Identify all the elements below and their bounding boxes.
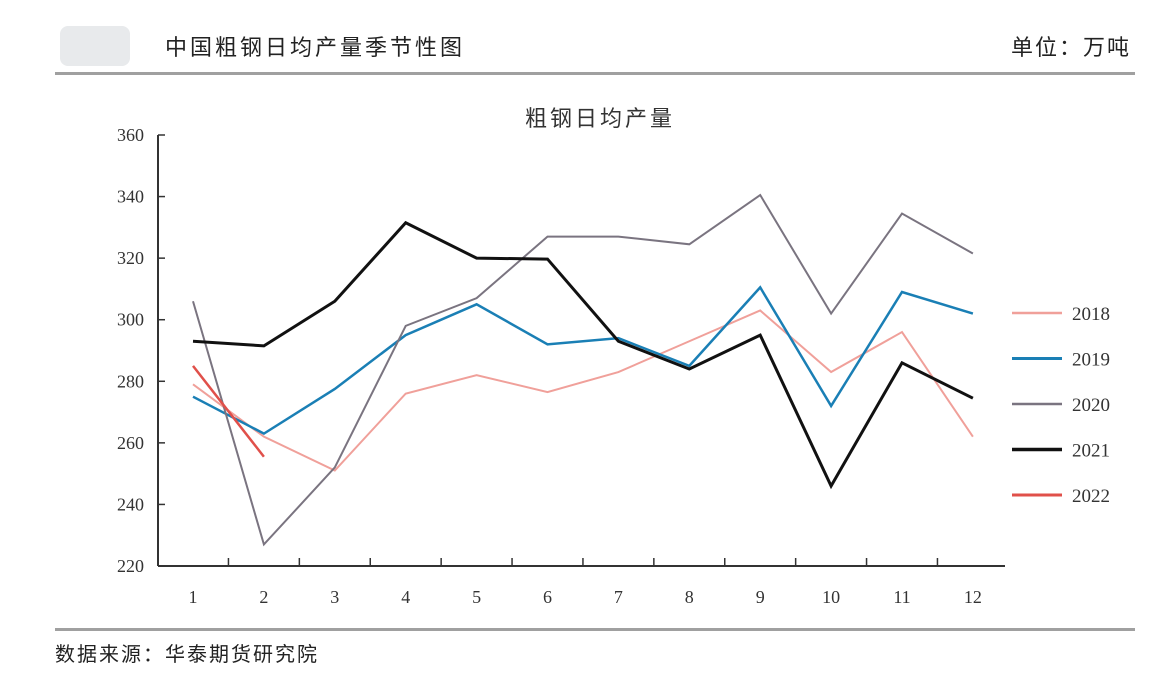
- x-tick-label: 9: [756, 587, 765, 607]
- divider: [55, 628, 1135, 631]
- y-tick-label: 240: [117, 494, 144, 514]
- series-line-2020: [192, 193, 974, 547]
- y-tick-label: 340: [117, 187, 144, 207]
- page-title: 中国粗钢日均产量季节性图: [165, 36, 466, 61]
- x-tick-label: 5: [472, 587, 481, 607]
- y-tick-label: 260: [117, 433, 144, 453]
- x-tick-label: 11: [893, 587, 910, 607]
- y-tick-label: 360: [117, 125, 144, 145]
- chart-title: 粗钢日均产量: [525, 106, 675, 131]
- y-tick-label: 280: [117, 371, 144, 391]
- x-tick-label: 2: [259, 587, 268, 607]
- x-tick-label: 12: [964, 587, 982, 607]
- series-line-2021: [192, 220, 974, 490]
- y-tick-label: 320: [117, 248, 144, 268]
- legend-label: 2018: [1072, 304, 1110, 325]
- x-tick-label: 6: [543, 587, 552, 607]
- divider: [55, 72, 1135, 75]
- series-line-2019: [192, 285, 974, 436]
- legend-label: 2019: [1072, 350, 1110, 371]
- legend-label: 2020: [1072, 395, 1110, 416]
- unit-label: 单位：万吨: [1010, 36, 1131, 61]
- x-tick-label: 3: [330, 587, 339, 607]
- x-tick-label: 10: [822, 587, 840, 607]
- series-line-2022: [192, 365, 265, 458]
- source-note: 数据来源：华泰期货研究院: [55, 642, 319, 666]
- x-tick-label: 7: [614, 587, 623, 607]
- legend-label: 2021: [1072, 441, 1110, 462]
- series-line-2018: [192, 309, 974, 472]
- y-tick-label: 220: [117, 556, 144, 576]
- x-tick-label: 8: [685, 587, 694, 607]
- x-tick-label: 4: [401, 587, 410, 607]
- y-tick-label: 300: [117, 310, 144, 330]
- x-tick-label: 1: [189, 587, 198, 607]
- logo: [60, 26, 130, 66]
- legend-label: 2022: [1072, 486, 1110, 507]
